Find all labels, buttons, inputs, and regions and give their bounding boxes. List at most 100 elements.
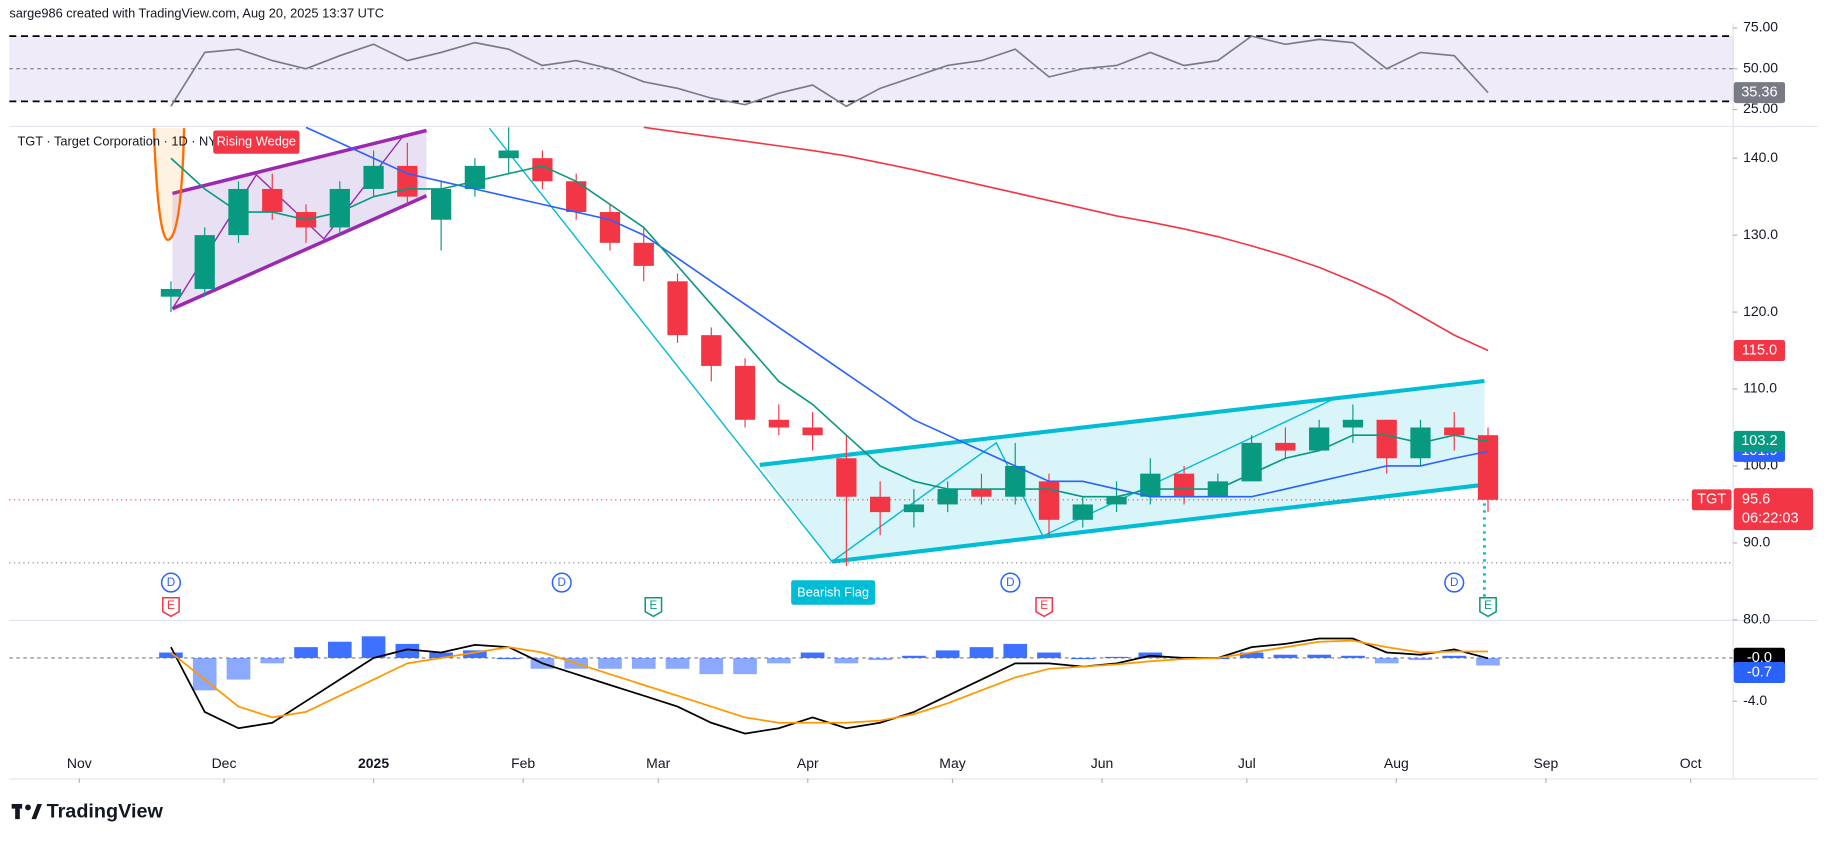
event-label: D bbox=[167, 576, 175, 589]
event-marker bbox=[160, 572, 182, 593]
candle-body bbox=[363, 165, 384, 189]
candle-body bbox=[1309, 427, 1330, 451]
value-tag: -0.7 bbox=[1747, 664, 1772, 680]
symbol-tag: TGT bbox=[1697, 492, 1726, 508]
event-marker bbox=[1444, 572, 1465, 593]
y-tick-label: 120.0 bbox=[1743, 303, 1778, 319]
candle-body bbox=[1173, 473, 1195, 497]
event-label: E bbox=[650, 599, 658, 612]
flag-fill bbox=[759, 381, 1485, 562]
histogram-bar bbox=[969, 647, 994, 658]
value-tag: 115.0 bbox=[1742, 342, 1777, 358]
histogram-bar bbox=[192, 657, 217, 691]
moving-average bbox=[170, 157, 1489, 498]
event-label: D bbox=[558, 576, 566, 589]
candle-body bbox=[599, 212, 621, 243]
candle-body bbox=[1140, 473, 1161, 497]
macd-line bbox=[170, 639, 1489, 724]
annotation-box bbox=[213, 130, 300, 154]
histogram-bar bbox=[1239, 652, 1264, 658]
y-tick-label: 25.00 bbox=[1743, 100, 1778, 116]
moving-average bbox=[305, 126, 1489, 498]
histogram-bar bbox=[868, 657, 892, 661]
x-tick-label: Oct bbox=[1680, 755, 1702, 771]
histogram-bar bbox=[159, 652, 183, 658]
candle-body bbox=[160, 288, 182, 297]
y-tick-label: 50.00 bbox=[1743, 59, 1778, 75]
histogram-bar bbox=[226, 657, 251, 680]
wedge-line bbox=[172, 128, 427, 196]
event-marker bbox=[1479, 596, 1497, 618]
candle-body bbox=[464, 165, 486, 189]
x-tick-label: 2025 bbox=[358, 755, 389, 771]
histogram-bar bbox=[1476, 657, 1500, 666]
histogram-bar bbox=[631, 657, 656, 669]
value-tag-box bbox=[1733, 340, 1786, 362]
event-label: E bbox=[1484, 599, 1492, 612]
candle-body bbox=[1241, 442, 1262, 482]
annotation: Bearish Flag bbox=[797, 584, 869, 599]
candle-body bbox=[734, 365, 756, 420]
histogram-bar bbox=[1341, 655, 1365, 658]
x-tick-label: May bbox=[939, 755, 965, 771]
y-tick-label: 110.0 bbox=[1743, 380, 1777, 396]
moving-average bbox=[643, 126, 1489, 352]
symbol-tag-box bbox=[1691, 489, 1732, 511]
y-tick-label: 90.0 bbox=[1743, 534, 1770, 550]
curve-drawing bbox=[152, 128, 186, 242]
histogram-bar bbox=[496, 657, 521, 660]
x-tick-label: Jun bbox=[1091, 755, 1114, 771]
candle-body bbox=[430, 188, 452, 220]
x-tick-label: Nov bbox=[67, 755, 92, 771]
candle-body bbox=[768, 419, 789, 428]
y-tick-label: -4.0 bbox=[1743, 692, 1767, 708]
histogram-bar bbox=[1307, 654, 1331, 658]
event-marker bbox=[1000, 572, 1021, 593]
event-label: D bbox=[1006, 576, 1014, 589]
candle-body bbox=[1444, 427, 1465, 436]
histogram-bar bbox=[733, 657, 757, 675]
x-tick-label: Sep bbox=[1533, 755, 1558, 771]
candle-body bbox=[701, 335, 722, 366]
annotation: Rising Wedge bbox=[217, 134, 296, 149]
flag-line bbox=[831, 482, 1485, 564]
y-tick-label: 130.0 bbox=[1743, 226, 1778, 242]
histogram-bar bbox=[1273, 654, 1298, 658]
x-tick-label: Feb bbox=[511, 755, 535, 771]
candle-body bbox=[971, 489, 992, 497]
candle-body bbox=[633, 242, 654, 266]
x-tick-label: Mar bbox=[646, 755, 670, 771]
wedge-line bbox=[171, 194, 428, 311]
candle-body bbox=[1477, 435, 1499, 500]
price-tag: 95.6 bbox=[1742, 492, 1770, 508]
candle-body bbox=[1005, 465, 1026, 497]
candle-body bbox=[532, 158, 553, 182]
candle-body bbox=[1376, 419, 1397, 459]
histogram-bar bbox=[1374, 657, 1399, 664]
x-tick-label: Jul bbox=[1238, 755, 1256, 771]
event-marker bbox=[162, 596, 180, 618]
x-tick-label: Apr bbox=[797, 755, 819, 771]
event-marker bbox=[551, 572, 572, 593]
value-tag-box bbox=[1733, 430, 1786, 452]
candle-body bbox=[903, 504, 925, 513]
histogram-bar bbox=[767, 657, 791, 664]
rsi-line bbox=[170, 35, 1489, 108]
histogram-bar bbox=[1003, 643, 1028, 658]
candle-body bbox=[1072, 504, 1093, 520]
x-tick-label: Aug bbox=[1384, 755, 1409, 771]
histogram-bar bbox=[598, 657, 622, 669]
histogram-bar bbox=[665, 657, 690, 669]
value-tag: 35.36 bbox=[1741, 84, 1777, 100]
header: sarge986 created with TradingView.com, A… bbox=[9, 5, 384, 20]
histogram-bar bbox=[1408, 657, 1433, 661]
histogram-bar bbox=[1104, 656, 1129, 659]
histogram-bar bbox=[327, 641, 352, 658]
candle-body bbox=[937, 489, 958, 505]
candle-body bbox=[1038, 481, 1060, 520]
chart-legend: TGT · Target Corporation · 1D · NYSE bbox=[17, 134, 233, 149]
footer-brand: TradingView bbox=[47, 800, 164, 822]
